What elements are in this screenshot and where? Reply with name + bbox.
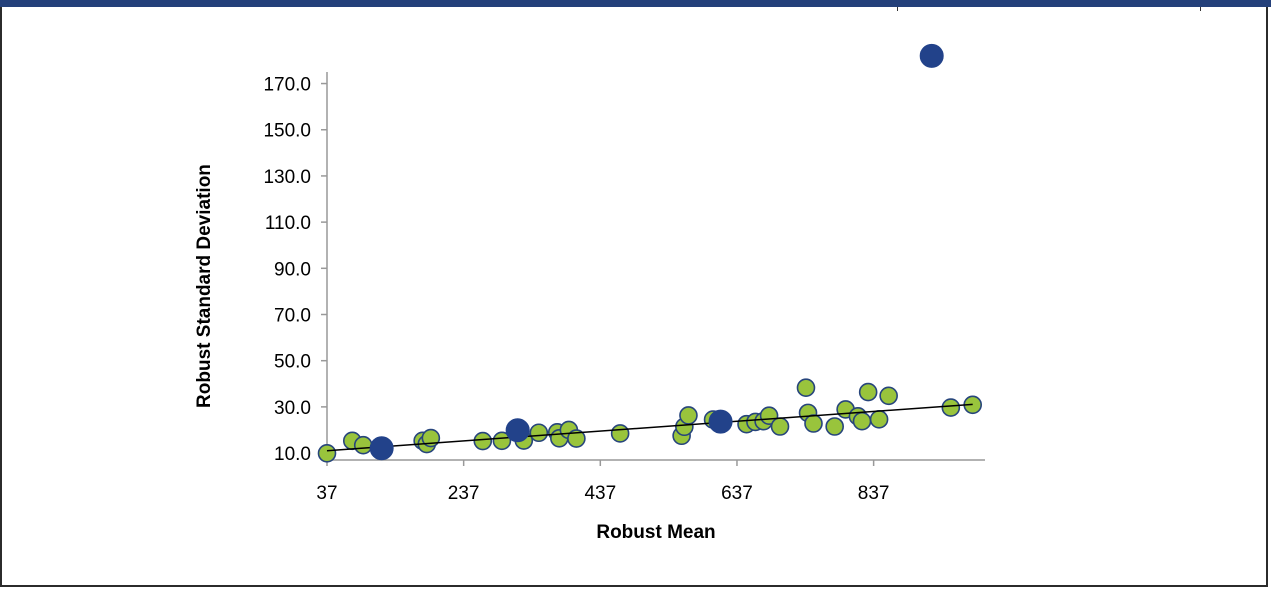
y-axis: 10.0 30.0 50.0 70.0 90.0 110.0 130.0 150.0 170.0 xyxy=(263,72,328,465)
data-point-green xyxy=(825,417,844,436)
data-point-blue xyxy=(369,436,394,461)
points-group xyxy=(317,378,983,463)
y-tick-label: 10.0 xyxy=(274,444,311,465)
data-point-blue xyxy=(919,43,944,68)
y-tick-label: 30.0 xyxy=(274,398,311,419)
x-axis-title: Robust Mean xyxy=(596,522,715,543)
data-point-blue xyxy=(708,409,733,434)
y-tick-label: 130.0 xyxy=(263,167,311,188)
data-point-green xyxy=(529,423,549,443)
y-tick-label: 70.0 xyxy=(274,306,311,327)
y-tick-label: 170.0 xyxy=(263,75,311,96)
data-point-green xyxy=(804,414,823,433)
trendline-group xyxy=(326,403,973,452)
points-group-blue xyxy=(369,43,944,461)
data-point-green xyxy=(353,435,373,455)
y-tick-label: 110.0 xyxy=(265,213,311,234)
y-tick-label: 90.0 xyxy=(274,259,311,280)
x-tick-label: 437 xyxy=(584,483,616,504)
data-point-green xyxy=(473,431,493,451)
data-point-green xyxy=(879,386,898,406)
data-point-green xyxy=(941,398,961,417)
trendline xyxy=(326,403,973,452)
header-divider xyxy=(897,7,898,11)
header-divider xyxy=(1200,7,1201,11)
x-tick-label: 637 xyxy=(721,483,753,504)
data-point-green xyxy=(796,378,816,398)
x-tick-label: 237 xyxy=(448,483,480,504)
data-point-green xyxy=(567,429,586,448)
data-point-green xyxy=(492,431,512,451)
data-point-green xyxy=(770,417,790,436)
data-point-green xyxy=(869,410,889,429)
chart-frame xyxy=(0,7,1268,587)
y-tick-label: 150.0 xyxy=(263,121,311,142)
data-point-blue xyxy=(505,418,530,443)
x-tick-label: 837 xyxy=(858,483,890,504)
y-tick-label: 50.0 xyxy=(274,352,311,373)
x-axis: 37 237 437 637 837 xyxy=(316,459,985,504)
data-point-green xyxy=(679,406,698,425)
x-tick-label: 37 xyxy=(316,483,337,504)
data-point-green xyxy=(610,424,630,443)
data-point-green xyxy=(852,411,872,431)
header-bar xyxy=(0,0,1271,7)
data-point-green xyxy=(317,444,337,463)
data-point-green xyxy=(858,382,878,402)
y-axis-title: Robust Standard Deviation xyxy=(194,164,215,408)
